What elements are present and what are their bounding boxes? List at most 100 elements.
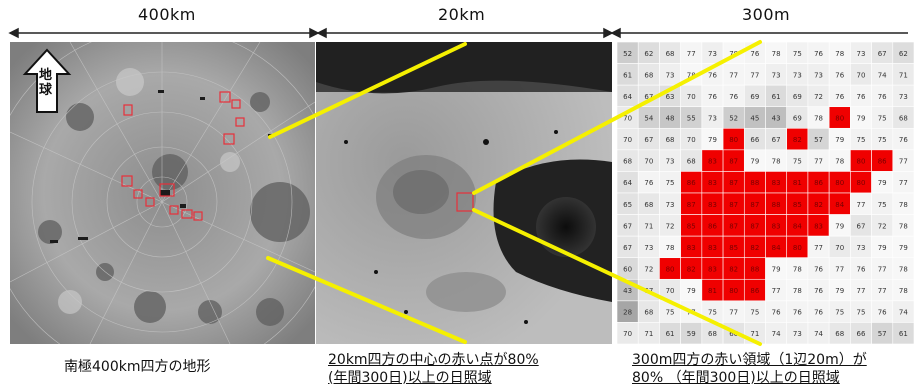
grid-cell-value: 80 (857, 179, 866, 187)
grid-cell: 80 (828, 106, 851, 129)
grid-cell-value: 73 (644, 244, 653, 252)
grid-cell-value: 70 (857, 71, 866, 79)
grid-cell-value: 84 (793, 222, 802, 230)
grid-cell: 86 (743, 278, 766, 302)
grid-cell-value: 87 (750, 201, 759, 209)
grid-cell: 79 (680, 278, 703, 302)
grid-cell-value: 66 (750, 136, 759, 144)
grid-cell-value: 73 (793, 330, 802, 338)
grid-cell-value: 76 (857, 93, 866, 101)
grid-cell-value: 67 (772, 136, 781, 144)
grid-cell-value: 76 (750, 50, 759, 58)
grid-cell: 73 (637, 235, 660, 259)
grid-cell-value: 83 (814, 222, 823, 230)
grid-cell: 77 (722, 63, 745, 86)
grid-cell: 67 (617, 235, 639, 259)
grid-cell: 45 (743, 106, 766, 129)
grid-cell-value: 66 (857, 330, 866, 338)
grid-cell-value: 77 (857, 201, 866, 209)
scale-arrows (8, 27, 908, 39)
grid-cell: 77 (892, 171, 914, 194)
grid-cell: 76 (807, 300, 830, 323)
grid-cell: 83 (701, 257, 724, 280)
grid-cell: 79 (743, 149, 766, 172)
grid-cell-value: 78 (793, 287, 802, 295)
grid-cell-value: 66 (729, 330, 738, 338)
grid-cell-value: 78 (687, 71, 696, 79)
grid-cell: 70 (680, 84, 703, 108)
grid-cell: 76 (850, 257, 872, 280)
grid-cell-value: 75 (666, 309, 675, 317)
grid-cell: 75 (786, 149, 809, 172)
grid-cell: 85 (680, 214, 703, 237)
grid-cell: 61 (892, 322, 914, 344)
grid-cell-value: 76 (878, 309, 887, 317)
grid-cell-value: 64 (623, 93, 632, 101)
grid-cell-value: 77 (729, 309, 738, 317)
grid-cell: 71 (637, 322, 660, 344)
grid-cell: 68 (637, 63, 660, 86)
grid-cell: 68 (680, 149, 703, 172)
earth-label: 地球 (39, 68, 53, 98)
grid-cell: 80 (722, 127, 745, 151)
grid-cell: 82 (807, 192, 830, 215)
grid-cell-value: 61 (666, 330, 675, 338)
grid-cell-value: 77 (729, 71, 738, 79)
grid-cell-value: 79 (835, 222, 844, 230)
grid-cell: 73 (892, 84, 914, 108)
grid-cell-value: 80 (857, 158, 866, 166)
grid-cell: 75 (828, 300, 851, 323)
grid-cell-value: 83 (708, 201, 717, 209)
grid-cell-value: 77 (750, 71, 759, 79)
grid-cell: 78 (765, 42, 788, 64)
grid-cell: 83 (680, 235, 703, 259)
caption-middle-line1: 20km四方の中心の赤い点が80% (328, 352, 539, 368)
grid-cell-value: 79 (878, 244, 887, 252)
grid-cell: 73 (850, 235, 872, 259)
grid-cell: 83 (701, 235, 724, 259)
grid-cell: 75 (786, 42, 809, 64)
grid-cell-value: 82 (687, 266, 696, 274)
caption-left: 南極400km四方の地形 (64, 359, 211, 375)
grid-cell: 78 (892, 214, 914, 237)
grid-cell: 75 (871, 127, 894, 151)
grid-cell-value: 48 (666, 115, 675, 123)
grid-cell-value: 52 (729, 115, 738, 123)
grid-cell: 76 (807, 42, 830, 64)
grid-cell: 75 (850, 127, 872, 151)
grid-cell: 76 (807, 257, 830, 280)
grid-cell-value: 70 (623, 330, 632, 338)
grid-cell-value: 75 (878, 115, 887, 123)
grid-cell-value: 67 (878, 50, 887, 58)
grid-cell: 68 (617, 149, 639, 172)
grid-cell: 86 (701, 214, 724, 237)
grid-cell-value: 73 (708, 50, 717, 58)
grid-cell-value: 80 (729, 136, 738, 144)
grid-cell-value: 76 (835, 93, 844, 101)
grid-cell: 77 (871, 257, 894, 280)
grid-cell-value: 68 (644, 71, 653, 79)
grid-cell: 78 (828, 149, 851, 172)
grid-cell: 68 (637, 300, 660, 323)
grid-cell: 70 (637, 149, 660, 172)
grid-cell: 88 (743, 257, 766, 280)
grid-cell: 79 (765, 257, 788, 280)
grid-cell: 77 (871, 278, 894, 302)
grid-cell: 69 (786, 106, 809, 129)
grid-cell: 76 (807, 278, 830, 302)
grid-cell: 80 (786, 235, 809, 259)
grid-cell: 76 (722, 84, 745, 108)
grid-cell: 70 (680, 127, 703, 151)
grid-cell-value: 76 (708, 71, 717, 79)
grid-cell-value: 70 (623, 115, 632, 123)
grid-cell: 72 (637, 257, 660, 280)
grid-cell: 77 (680, 42, 703, 64)
grid-cell-value: 82 (814, 201, 823, 209)
grid-cell-value: 87 (729, 222, 738, 230)
grid-cell-value: 83 (772, 179, 781, 187)
grid-cell-value: 82 (750, 244, 759, 252)
grid-cell: 57 (871, 322, 894, 344)
grid-cell: 68 (637, 192, 660, 215)
grid-cell-value: 68 (708, 330, 717, 338)
grid-cell-value: 43 (772, 115, 781, 123)
